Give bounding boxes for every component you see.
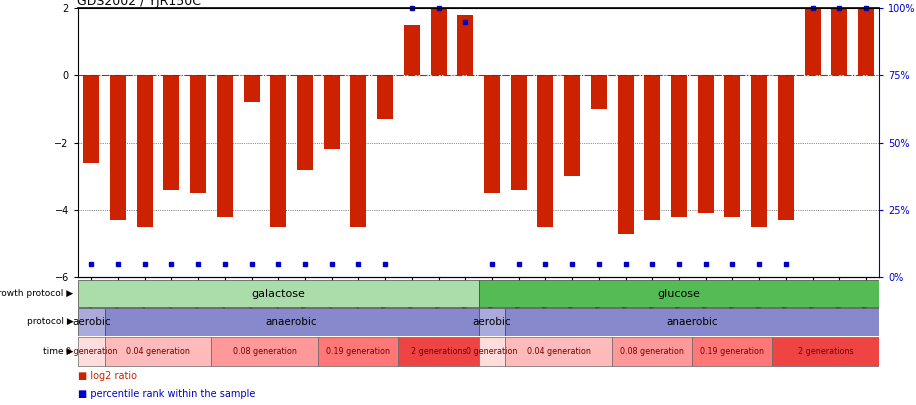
- Bar: [270, 75, 286, 227]
- Text: 2 generations: 2 generations: [410, 347, 466, 356]
- Bar: [698, 75, 714, 213]
- Bar: [591, 75, 606, 109]
- Bar: [404, 25, 420, 75]
- Bar: [431, 8, 446, 75]
- Bar: [377, 75, 393, 119]
- Text: time ▶: time ▶: [43, 347, 73, 356]
- Bar: [484, 75, 500, 193]
- Text: 0.19 generation: 0.19 generation: [326, 347, 390, 356]
- Bar: [751, 75, 768, 227]
- Bar: [163, 75, 180, 190]
- Bar: [858, 8, 874, 75]
- Bar: [644, 75, 660, 220]
- Bar: [538, 75, 553, 227]
- Bar: [104, 308, 478, 336]
- Bar: [478, 280, 879, 307]
- Bar: [212, 337, 319, 366]
- Bar: [478, 337, 506, 366]
- Bar: [692, 337, 772, 366]
- Text: ■ percentile rank within the sample: ■ percentile rank within the sample: [78, 389, 256, 399]
- Text: anaerobic: anaerobic: [266, 317, 318, 327]
- Bar: [510, 75, 527, 190]
- Text: protocol ▶: protocol ▶: [27, 318, 73, 326]
- Bar: [457, 15, 474, 75]
- Bar: [398, 337, 478, 366]
- Text: 0.08 generation: 0.08 generation: [233, 347, 297, 356]
- Text: aerobic: aerobic: [71, 317, 111, 327]
- Text: 0.08 generation: 0.08 generation: [620, 347, 684, 356]
- Bar: [244, 75, 259, 102]
- Bar: [110, 75, 125, 220]
- Bar: [78, 308, 104, 336]
- Bar: [617, 75, 634, 234]
- Bar: [350, 75, 366, 227]
- Bar: [323, 75, 340, 149]
- Bar: [612, 337, 692, 366]
- Text: glucose: glucose: [658, 289, 701, 298]
- Bar: [78, 280, 478, 307]
- Bar: [564, 75, 580, 177]
- Bar: [725, 75, 740, 217]
- Text: GDS2002 / YJR150C: GDS2002 / YJR150C: [77, 0, 201, 8]
- Text: galactose: galactose: [251, 289, 305, 298]
- Text: 0 generation: 0 generation: [466, 347, 518, 356]
- Text: growth protocol ▶: growth protocol ▶: [0, 289, 73, 298]
- Bar: [671, 75, 687, 217]
- Bar: [78, 337, 104, 366]
- Bar: [506, 337, 612, 366]
- Text: aerobic: aerobic: [473, 317, 511, 327]
- Bar: [83, 75, 99, 163]
- Bar: [478, 308, 506, 336]
- Text: 0 generation: 0 generation: [66, 347, 117, 356]
- Text: 0.04 generation: 0.04 generation: [126, 347, 190, 356]
- Text: 0.04 generation: 0.04 generation: [527, 347, 591, 356]
- Text: 0.19 generation: 0.19 generation: [701, 347, 765, 356]
- Bar: [136, 75, 153, 227]
- Bar: [297, 75, 313, 170]
- Text: ■ log2 ratio: ■ log2 ratio: [78, 371, 136, 381]
- Bar: [104, 337, 212, 366]
- Bar: [217, 75, 233, 217]
- Text: 2 generations: 2 generations: [798, 347, 854, 356]
- Bar: [318, 337, 398, 366]
- Bar: [191, 75, 206, 193]
- Bar: [772, 337, 879, 366]
- Bar: [778, 75, 794, 220]
- Bar: [804, 8, 821, 75]
- Text: anaerobic: anaerobic: [667, 317, 718, 327]
- Bar: [506, 308, 879, 336]
- Bar: [832, 8, 847, 75]
